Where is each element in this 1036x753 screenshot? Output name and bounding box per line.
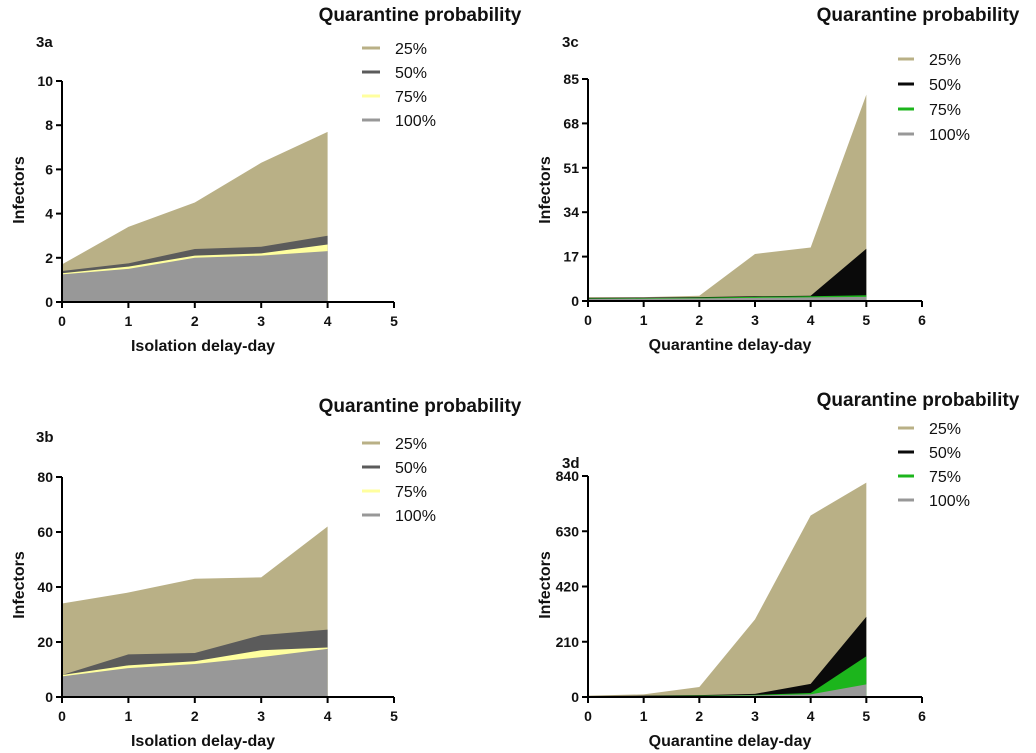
chart-panel-3d: 0 1 2 3 4 5 6 0 210 420 630 840 Quarantine delay-day… bbox=[537, 390, 1020, 750]
legend-entry: 50% bbox=[395, 65, 427, 82]
x-tick-label: 1 bbox=[640, 708, 648, 724]
x-axis-label: Isolation delay-day bbox=[131, 338, 275, 355]
legend-entry: 75% bbox=[395, 484, 427, 501]
x-tick-label: 3 bbox=[257, 313, 265, 329]
y-tick-label: 210 bbox=[556, 634, 580, 650]
y-tick-label: 17 bbox=[563, 249, 579, 265]
legend-entry: 50% bbox=[929, 445, 961, 462]
legend-title: Quarantine probability bbox=[817, 390, 1020, 411]
y-tick-label: 6 bbox=[45, 161, 53, 177]
area-series-3c-3 bbox=[588, 296, 867, 301]
panel-label: 3d bbox=[562, 455, 580, 472]
x-tick-label: 3 bbox=[751, 708, 759, 724]
y-axis-label: Infectors bbox=[11, 551, 28, 619]
x-tick-label: 0 bbox=[58, 708, 66, 724]
y-tick-label: 8 bbox=[45, 117, 53, 133]
x-tick-label: 1 bbox=[125, 313, 133, 329]
legend-entry: 25% bbox=[929, 421, 961, 438]
y-tick-label: 2 bbox=[45, 250, 53, 266]
legend-title: Quarantine probability bbox=[817, 5, 1020, 26]
x-tick-label: 3 bbox=[257, 708, 265, 724]
x-tick-label: 2 bbox=[695, 312, 703, 328]
y-tick-label: 0 bbox=[571, 689, 579, 705]
x-tick-label: 0 bbox=[584, 708, 592, 724]
y-axis-label: Infectors bbox=[11, 156, 28, 224]
x-tick-label: 2 bbox=[191, 313, 199, 329]
y-tick-label: 60 bbox=[37, 524, 53, 540]
y-axis-label: Infectors bbox=[537, 551, 554, 619]
y-tick-label: 85 bbox=[563, 71, 579, 87]
y-tick-label: 80 bbox=[37, 469, 53, 485]
y-tick-label: 40 bbox=[37, 579, 53, 595]
area-series-3c-0 bbox=[588, 94, 867, 301]
legend-entry: 25% bbox=[395, 436, 427, 453]
legend-entry: 50% bbox=[929, 77, 961, 94]
y-tick-label: 51 bbox=[563, 160, 579, 176]
y-tick-label: 0 bbox=[45, 294, 53, 310]
chart-panel-3b: 0 1 2 3 4 5 0 20 40 60 80 Isolation delay-day Infect… bbox=[11, 396, 522, 750]
legend: Quarantine probability 25% 50% 75% 100% bbox=[817, 390, 1020, 510]
y-tick-label: 0 bbox=[571, 293, 579, 309]
legend-title: Quarantine probability bbox=[319, 5, 522, 26]
x-axis-label: Quarantine delay-day bbox=[649, 337, 812, 354]
legend-entry: 25% bbox=[395, 41, 427, 58]
legend: Quarantine probability 25% 50% 75% 100% bbox=[319, 5, 522, 130]
y-tick-label: 10 bbox=[37, 73, 53, 89]
x-tick-label: 4 bbox=[324, 708, 332, 724]
area-series-3d-0 bbox=[588, 482, 867, 697]
area-series-3d-3 bbox=[588, 684, 867, 697]
legend-entry: 100% bbox=[929, 127, 970, 144]
legend-entry: 75% bbox=[929, 469, 961, 486]
x-tick-label: 5 bbox=[390, 708, 398, 724]
legend-entry: 100% bbox=[395, 508, 436, 525]
area-series-3b-3 bbox=[62, 648, 328, 697]
x-tick-label: 2 bbox=[191, 708, 199, 724]
y-tick-label: 0 bbox=[45, 689, 53, 705]
area-series-3a-3 bbox=[62, 251, 328, 302]
area-series-3c-1 bbox=[588, 248, 867, 301]
x-tick-label: 2 bbox=[695, 708, 703, 724]
x-tick-label: 4 bbox=[807, 708, 815, 724]
legend: Quarantine probability 25% 50% 75% 100% bbox=[817, 5, 1020, 144]
legend-entry: 100% bbox=[395, 113, 436, 130]
chart-panel-3a: 0 1 2 3 4 5 0 2 4 6 8 10 Isolation delay-day Infector… bbox=[11, 5, 522, 355]
legend-title: Quarantine probability bbox=[319, 396, 522, 417]
y-tick-label: 420 bbox=[556, 579, 580, 595]
x-tick-label: 5 bbox=[862, 708, 870, 724]
x-tick-label: 6 bbox=[918, 708, 926, 724]
panel-label: 3a bbox=[36, 34, 53, 51]
legend-entry: 75% bbox=[395, 89, 427, 106]
legend-entry: 50% bbox=[395, 460, 427, 477]
y-tick-label: 68 bbox=[563, 115, 579, 131]
y-tick-label: 4 bbox=[45, 206, 53, 222]
y-tick-label: 840 bbox=[556, 468, 580, 484]
legend: Quarantine probability 25% 50% 75% 100% bbox=[319, 396, 522, 525]
x-axis-label: Quarantine delay-day bbox=[649, 733, 812, 750]
x-tick-label: 0 bbox=[584, 312, 592, 328]
x-tick-label: 1 bbox=[640, 312, 648, 328]
legend-entry: 100% bbox=[929, 493, 970, 510]
y-tick-label: 20 bbox=[37, 634, 53, 650]
y-tick-label: 34 bbox=[563, 204, 579, 220]
legend-entry: 25% bbox=[929, 52, 961, 69]
panel-label: 3c bbox=[562, 34, 579, 51]
x-tick-label: 6 bbox=[918, 312, 926, 328]
legend-entry: 75% bbox=[929, 102, 961, 119]
y-tick-label: 630 bbox=[556, 523, 580, 539]
x-tick-label: 1 bbox=[125, 708, 133, 724]
panel-label: 3b bbox=[36, 429, 54, 446]
y-axis-label: Infectors bbox=[537, 156, 554, 224]
x-tick-label: 5 bbox=[862, 312, 870, 328]
x-tick-label: 5 bbox=[390, 313, 398, 329]
x-tick-label: 4 bbox=[324, 313, 332, 329]
x-axis-label: Isolation delay-day bbox=[131, 733, 275, 750]
x-tick-label: 0 bbox=[58, 313, 66, 329]
x-tick-label: 3 bbox=[751, 312, 759, 328]
x-tick-label: 4 bbox=[807, 312, 815, 328]
